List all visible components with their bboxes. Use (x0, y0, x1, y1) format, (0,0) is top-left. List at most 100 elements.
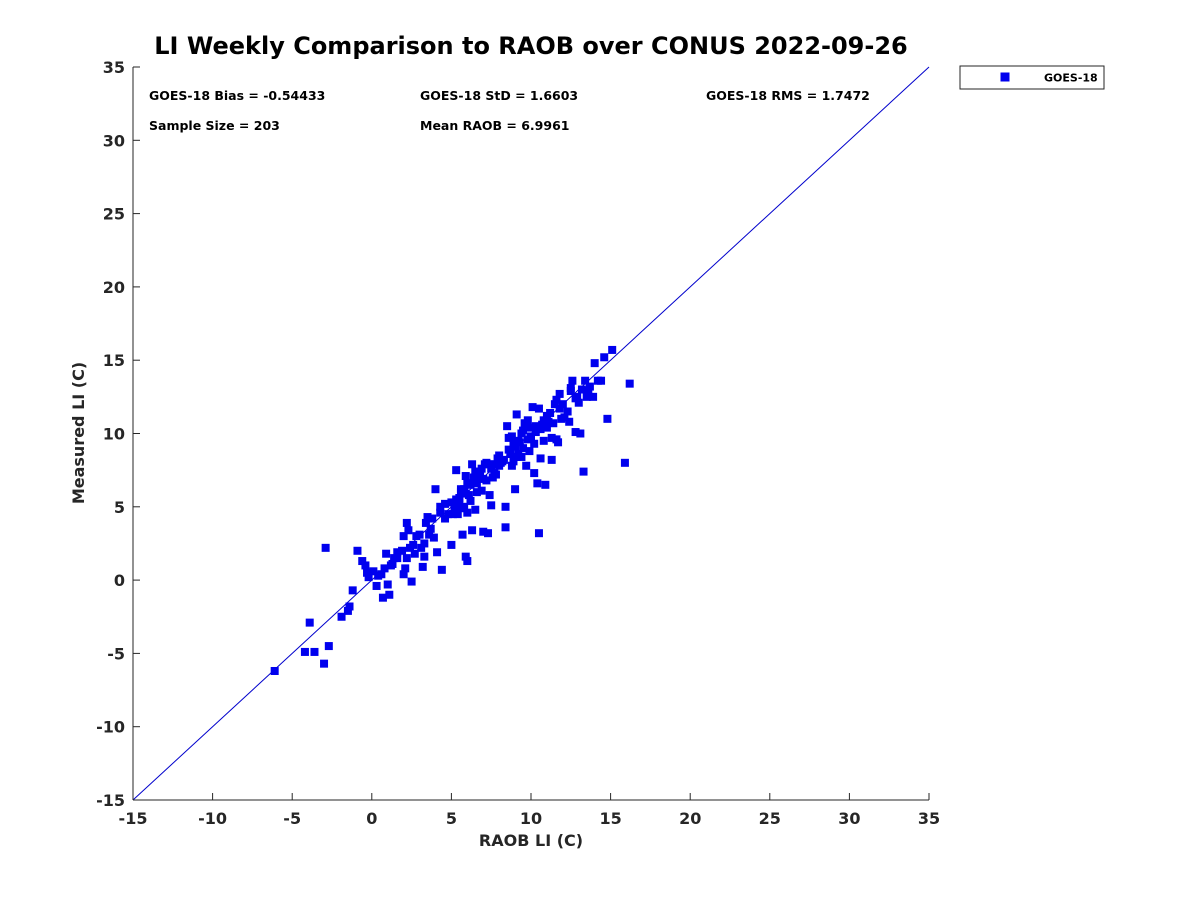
data-point (512, 410, 521, 419)
data-point (417, 543, 426, 552)
x-axis-label: RAOB LI (C) (479, 831, 583, 850)
data-point (620, 458, 629, 467)
legend-box (959, 65, 1105, 90)
data-point (377, 570, 386, 579)
data-point (539, 436, 548, 445)
data-point (511, 485, 520, 494)
stat-sample-size: Sample Size = 203 (149, 118, 280, 133)
data-point (549, 419, 558, 428)
data-point (585, 382, 594, 391)
data-point (423, 513, 432, 522)
data-point (574, 398, 583, 407)
data-point (321, 543, 330, 552)
x-tick-label: 5 (446, 809, 457, 828)
data-point (560, 413, 569, 422)
data-point (555, 389, 564, 398)
data-point (566, 386, 575, 395)
data-point (447, 540, 456, 549)
data-point (444, 510, 453, 519)
data-point (504, 433, 513, 442)
data-point (363, 568, 372, 577)
data-point (407, 577, 416, 586)
data-point (597, 376, 606, 385)
data-point (461, 552, 470, 561)
data-point (361, 561, 370, 570)
data-point (425, 530, 434, 539)
data-point (452, 466, 461, 475)
data-point (441, 499, 450, 508)
stat-bias: GOES-18 Bias = -0.54433 (149, 88, 325, 103)
data-point (382, 549, 391, 558)
data-point (378, 593, 387, 602)
x-tick-label: 35 (918, 809, 940, 828)
data-point (538, 420, 547, 429)
x-tick-label: -10 (198, 809, 227, 828)
legend-label-goes-18: GOES-18 (1044, 72, 1098, 85)
y-tick-label: -5 (107, 644, 125, 663)
data-point (523, 416, 532, 425)
data-point (358, 557, 367, 566)
legend-marker-goes-18 (1000, 72, 1010, 82)
data-point (431, 485, 440, 494)
data-point (447, 498, 456, 507)
data-point (534, 529, 543, 538)
data-point (310, 647, 319, 656)
data-point (517, 429, 526, 438)
data-point (337, 612, 346, 621)
data-point (608, 345, 617, 354)
data-point (420, 552, 429, 561)
data-point (420, 539, 429, 548)
data-point (512, 452, 521, 461)
data-point (404, 526, 413, 535)
data-point (547, 455, 556, 464)
data-point (348, 586, 357, 595)
data-point (519, 444, 528, 453)
data-point (547, 433, 556, 442)
data-point (436, 508, 445, 517)
data-point (450, 502, 459, 511)
data-point (469, 473, 478, 482)
data-point (433, 548, 442, 557)
data-point (568, 376, 577, 385)
data-point (525, 447, 534, 456)
data-point (527, 432, 535, 441)
data-point (428, 514, 437, 523)
data-point (463, 508, 472, 517)
data-point (399, 532, 408, 541)
data-point (463, 557, 472, 566)
data-point (456, 485, 465, 494)
data-point (472, 479, 481, 488)
data-point (579, 467, 588, 476)
chart-title: LI Weekly Comparison to RAOB over CONUS … (154, 32, 907, 60)
data-point (542, 423, 551, 432)
data-point (343, 606, 352, 615)
data-point (509, 439, 518, 448)
x-tick-label: 0 (366, 809, 377, 828)
data-point (536, 425, 545, 434)
data-point (364, 573, 373, 582)
data-point (466, 496, 475, 505)
data-point (550, 400, 559, 409)
data-point (461, 472, 470, 481)
data-point (471, 467, 480, 476)
y-tick-label: 15 (103, 351, 125, 370)
data-point (477, 464, 486, 473)
data-point (565, 417, 574, 426)
data-point (514, 436, 523, 445)
stat-std: GOES-18 StD = 1.6603 (420, 88, 578, 103)
data-point (383, 580, 392, 589)
data-point (484, 529, 493, 538)
data-point (426, 524, 435, 533)
data-point (399, 570, 408, 579)
data-point (393, 548, 402, 557)
data-point (536, 454, 545, 463)
data-point (506, 450, 515, 459)
data-point (590, 359, 599, 368)
data-point (542, 411, 551, 420)
data-point (458, 530, 467, 539)
data-point (490, 469, 499, 478)
data-point (495, 451, 504, 460)
y-tick-label: 10 (103, 425, 125, 444)
data-point (533, 479, 542, 488)
